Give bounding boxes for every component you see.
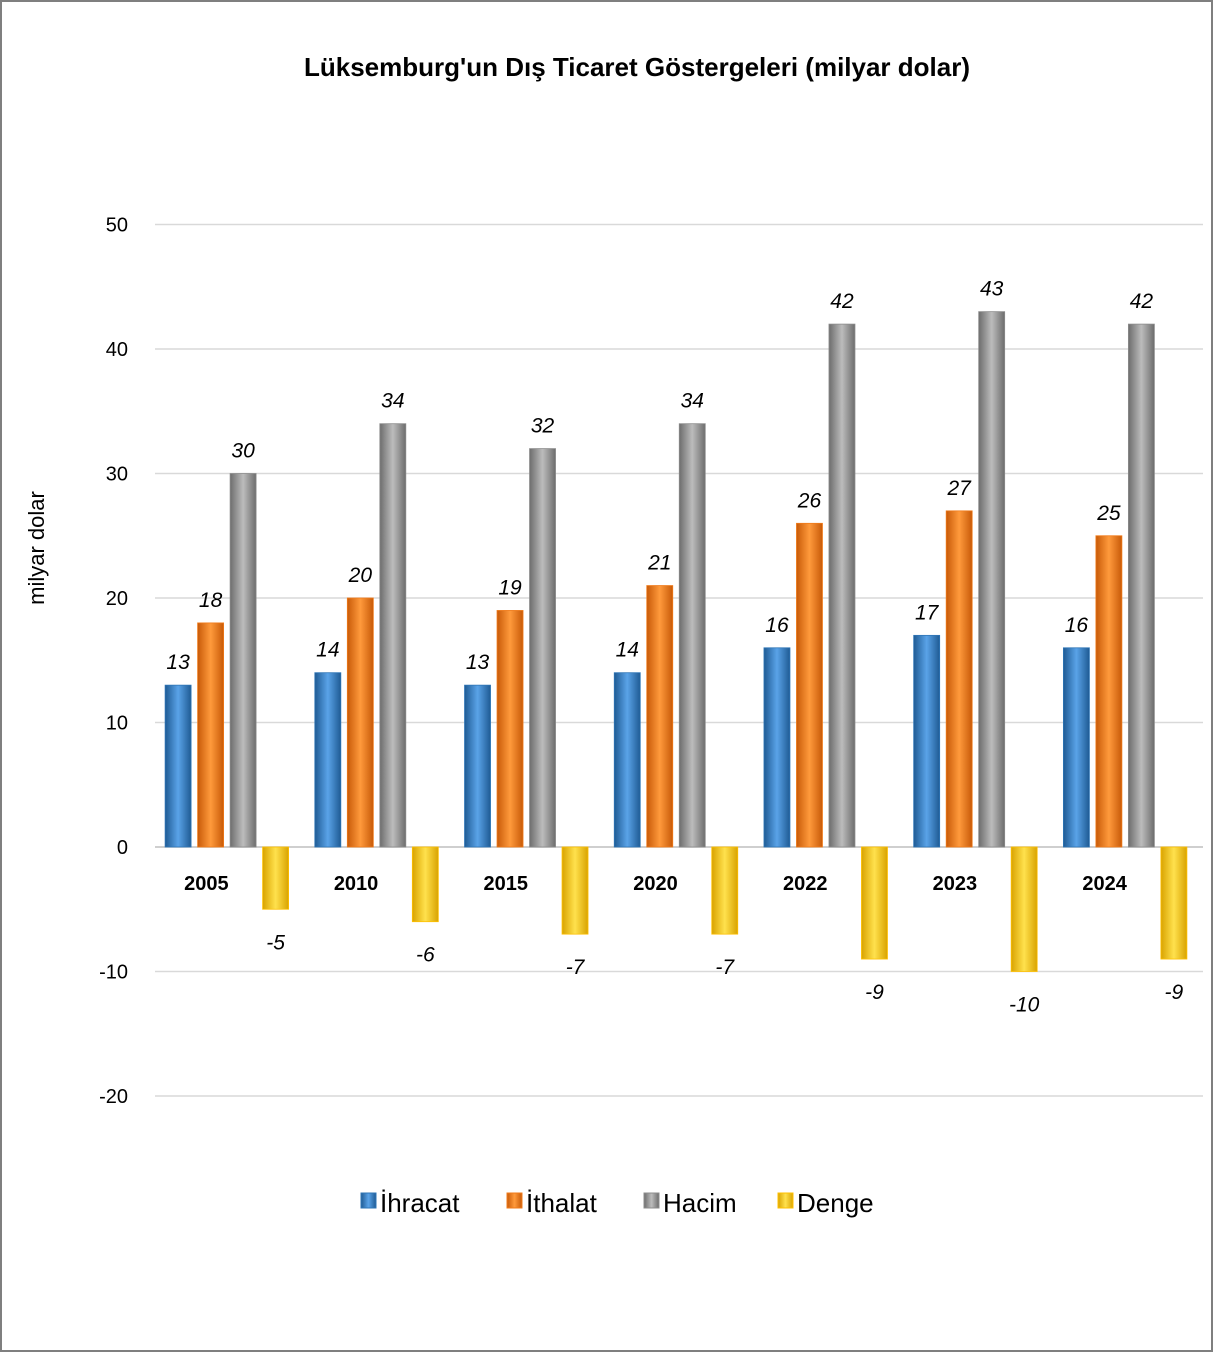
bar-i̇hracat-2024 (1062, 647, 1090, 848)
data-label: 43 (980, 278, 1004, 301)
bar-denge-2023 (1010, 846, 1038, 972)
data-label: 42 (1130, 290, 1154, 313)
data-label: -7 (715, 956, 735, 979)
bar-hacim-2024 (1127, 323, 1155, 848)
category-label: 2022 (783, 873, 828, 895)
bar-i̇thalat-2020 (646, 585, 674, 848)
y-tick-label: 40 (106, 339, 128, 361)
bar-i̇hracat-2023 (913, 634, 941, 848)
data-label: -7 (566, 956, 586, 979)
bar-i̇thalat-2015 (496, 610, 524, 848)
bar-i̇thalat-2022 (796, 522, 823, 848)
bar-i̇thalat-2023 (945, 510, 973, 848)
data-label: 18 (199, 589, 223, 612)
y-tick-label: 50 (106, 215, 128, 237)
bar-i̇thalat-2010 (346, 597, 374, 848)
y-tick-label: 10 (106, 713, 128, 735)
data-label: -5 (266, 931, 285, 954)
category-label: 2024 (1082, 873, 1127, 895)
y-tick-label: 0 (117, 837, 128, 859)
data-label: 26 (797, 489, 822, 512)
bar-i̇thalat-2005 (197, 622, 225, 848)
legend: İhracat İthalat Hacim Denge (360, 1188, 874, 1218)
data-label: -6 (416, 944, 435, 967)
data-label: 20 (348, 564, 373, 587)
bar-hacim-2020 (678, 423, 706, 848)
bar-denge-2024 (1160, 846, 1188, 960)
category-label: 2015 (484, 873, 529, 895)
data-label: -9 (1165, 981, 1184, 1004)
data-label: 14 (616, 639, 639, 662)
category-label: 2005 (184, 873, 229, 895)
bars (164, 311, 1188, 972)
y-axis-ticks: -20 -10 0 10 20 30 40 50 (99, 215, 128, 1109)
data-label: 34 (681, 390, 704, 413)
bar-i̇hracat-2005 (164, 684, 192, 848)
data-label: 42 (830, 290, 854, 313)
category-labels: 2005 2010 2015 2020 2022 2023 2024 (184, 873, 1128, 895)
y-axis-label: milyar dolar (24, 491, 49, 605)
data-label: 17 (915, 601, 940, 624)
data-label: 32 (531, 415, 555, 438)
data-label: 13 (166, 651, 190, 674)
bar-denge-2015 (561, 846, 589, 935)
legend-swatch-hacim (643, 1192, 660, 1209)
data-label: 25 (1096, 502, 1121, 525)
bar-hacim-2010 (379, 423, 407, 848)
category-label: 2010 (334, 873, 379, 895)
data-label: 30 (231, 440, 255, 463)
data-label: 13 (466, 651, 490, 674)
bar-hacim-2023 (978, 311, 1006, 848)
bar-i̇hracat-2022 (763, 647, 791, 848)
legend-label: Hacim (663, 1188, 737, 1218)
chart-title: Lüksemburg'un Dış Ticaret Göstergeleri (… (304, 52, 970, 82)
bar-denge-2020 (711, 846, 739, 935)
data-label: 14 (316, 639, 339, 662)
bar-i̇hracat-2020 (613, 672, 641, 848)
y-tick-label: 30 (106, 464, 128, 486)
data-label: -9 (865, 981, 884, 1004)
bar-hacim-2005 (229, 473, 257, 848)
legend-label: İthalat (526, 1188, 598, 1218)
category-label: 2023 (933, 873, 978, 895)
data-label: 19 (498, 576, 522, 599)
bar-i̇hracat-2015 (464, 684, 491, 848)
legend-label: Denge (797, 1188, 874, 1218)
data-label: 16 (765, 614, 789, 637)
legend-label: İhracat (380, 1188, 460, 1218)
y-tick-label: -20 (99, 1086, 128, 1108)
legend-swatch-denge (777, 1192, 794, 1209)
legend-swatch-i̇hracat (360, 1192, 377, 1209)
bar-denge-2005 (262, 846, 290, 910)
y-tick-label: -10 (99, 962, 128, 984)
bar-denge-2022 (861, 846, 888, 960)
category-label: 2020 (633, 873, 678, 895)
bar-hacim-2015 (529, 448, 556, 848)
data-label: 16 (1065, 614, 1089, 637)
legend-swatch-i̇thalat (506, 1192, 523, 1209)
data-label: 34 (381, 390, 404, 413)
y-tick-label: 20 (106, 588, 128, 610)
data-label: -10 (1009, 994, 1040, 1017)
data-labels: 13 18 30 -5 14 20 34 -6 13 19 32 -7 14 21 34 -7 16 26 42 -9… (166, 278, 1183, 1017)
data-label: 21 (647, 552, 671, 575)
bar-i̇hracat-2010 (314, 672, 342, 848)
bar-i̇thalat-2024 (1095, 535, 1123, 848)
bar-hacim-2022 (828, 323, 856, 848)
data-label: 27 (946, 477, 972, 500)
bar-denge-2010 (411, 846, 439, 923)
